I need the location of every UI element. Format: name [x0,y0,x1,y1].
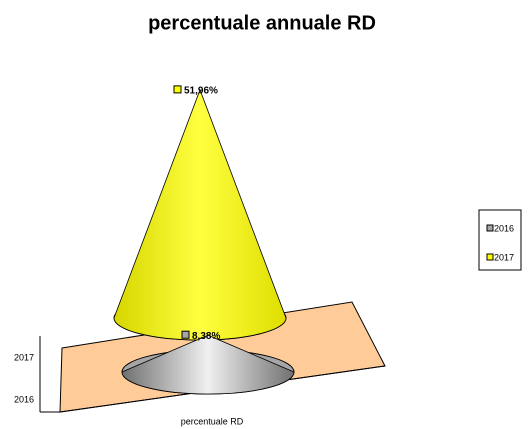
depth-tick-label: 2016 [14,394,34,404]
legend-label: 2017 [494,252,514,262]
chart-title: percentuale annuale RD [148,12,376,34]
value-label: 51,96% [184,86,218,97]
x-tick-label: percentuale RD [181,416,244,426]
value-label-key [173,85,182,94]
legend-label: 2016 [494,223,514,233]
value-label-key [181,330,190,339]
cone [113,88,287,341]
cone [121,334,295,395]
labels-layer: 51,96% 8,38% [173,85,220,342]
value-label: 8,38% [192,331,220,342]
legend-box [478,209,522,271]
marks-layer [113,88,295,395]
legend-key [486,224,494,232]
legend-key [486,253,494,261]
depth-tick-label: 2017 [14,352,34,362]
